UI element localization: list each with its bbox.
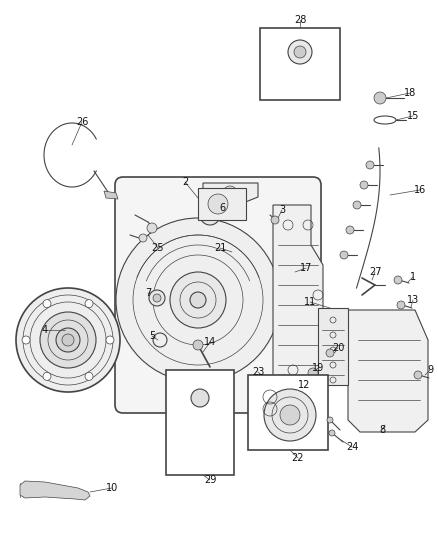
- Text: 19: 19: [312, 363, 324, 373]
- Text: 5: 5: [149, 331, 155, 341]
- Circle shape: [394, 276, 402, 284]
- Circle shape: [147, 223, 157, 233]
- Ellipse shape: [282, 267, 302, 277]
- Polygon shape: [273, 205, 323, 385]
- Text: 6: 6: [219, 203, 225, 213]
- Text: 17: 17: [300, 263, 312, 273]
- Circle shape: [326, 349, 334, 357]
- Circle shape: [191, 389, 209, 407]
- Circle shape: [271, 216, 279, 224]
- Polygon shape: [104, 191, 118, 199]
- Text: 12: 12: [298, 380, 310, 390]
- Text: 16: 16: [414, 185, 426, 195]
- FancyBboxPatch shape: [115, 177, 321, 413]
- Circle shape: [43, 300, 51, 308]
- Polygon shape: [203, 183, 258, 203]
- Polygon shape: [20, 481, 90, 500]
- Text: 1: 1: [410, 272, 416, 282]
- Circle shape: [43, 373, 51, 381]
- Circle shape: [205, 210, 215, 220]
- Circle shape: [208, 194, 228, 214]
- Circle shape: [16, 288, 120, 392]
- Circle shape: [139, 234, 147, 242]
- Circle shape: [116, 218, 280, 382]
- Circle shape: [327, 417, 333, 423]
- Text: 3: 3: [279, 205, 285, 215]
- Text: 4: 4: [42, 325, 48, 335]
- Text: 26: 26: [76, 117, 88, 127]
- Text: 28: 28: [294, 15, 306, 25]
- Text: 25: 25: [152, 243, 164, 253]
- Circle shape: [280, 375, 288, 383]
- Bar: [260, 28, 340, 100]
- Circle shape: [40, 312, 96, 368]
- Circle shape: [85, 300, 93, 308]
- Circle shape: [397, 301, 405, 309]
- Bar: [166, 370, 234, 475]
- Circle shape: [62, 334, 74, 346]
- Circle shape: [170, 272, 226, 328]
- Text: 11: 11: [304, 297, 316, 307]
- Text: 14: 14: [204, 337, 216, 347]
- Circle shape: [414, 371, 422, 379]
- Circle shape: [374, 92, 386, 104]
- Polygon shape: [348, 310, 428, 432]
- Circle shape: [85, 373, 93, 381]
- Circle shape: [353, 201, 361, 209]
- Circle shape: [366, 161, 374, 169]
- Text: 8: 8: [379, 425, 385, 435]
- Circle shape: [264, 389, 316, 441]
- Circle shape: [360, 181, 368, 189]
- Text: 10: 10: [106, 483, 118, 493]
- Text: 13: 13: [407, 295, 419, 305]
- Circle shape: [106, 336, 114, 344]
- Text: 23: 23: [252, 367, 264, 377]
- Text: 18: 18: [404, 88, 416, 98]
- Circle shape: [329, 430, 335, 436]
- Polygon shape: [318, 308, 348, 385]
- Text: 15: 15: [407, 111, 419, 121]
- Circle shape: [340, 251, 348, 259]
- Circle shape: [280, 405, 300, 425]
- Bar: [248, 375, 328, 450]
- Text: 27: 27: [369, 267, 381, 277]
- Circle shape: [308, 368, 318, 378]
- Circle shape: [288, 40, 312, 64]
- Circle shape: [200, 205, 220, 225]
- Circle shape: [22, 336, 30, 344]
- Text: 24: 24: [346, 442, 358, 452]
- Circle shape: [346, 226, 354, 234]
- Circle shape: [190, 292, 206, 308]
- Circle shape: [223, 186, 237, 200]
- Text: 21: 21: [214, 243, 226, 253]
- Text: 22: 22: [292, 453, 304, 463]
- Text: 2: 2: [182, 177, 188, 187]
- Circle shape: [294, 46, 306, 58]
- Text: 7: 7: [145, 288, 151, 298]
- Text: 9: 9: [427, 365, 433, 375]
- Text: 29: 29: [204, 475, 216, 485]
- Ellipse shape: [224, 247, 242, 256]
- Circle shape: [193, 340, 203, 350]
- Circle shape: [56, 328, 80, 352]
- Circle shape: [153, 294, 161, 302]
- Text: 20: 20: [332, 343, 344, 353]
- Circle shape: [149, 290, 165, 306]
- Bar: [198, 188, 246, 220]
